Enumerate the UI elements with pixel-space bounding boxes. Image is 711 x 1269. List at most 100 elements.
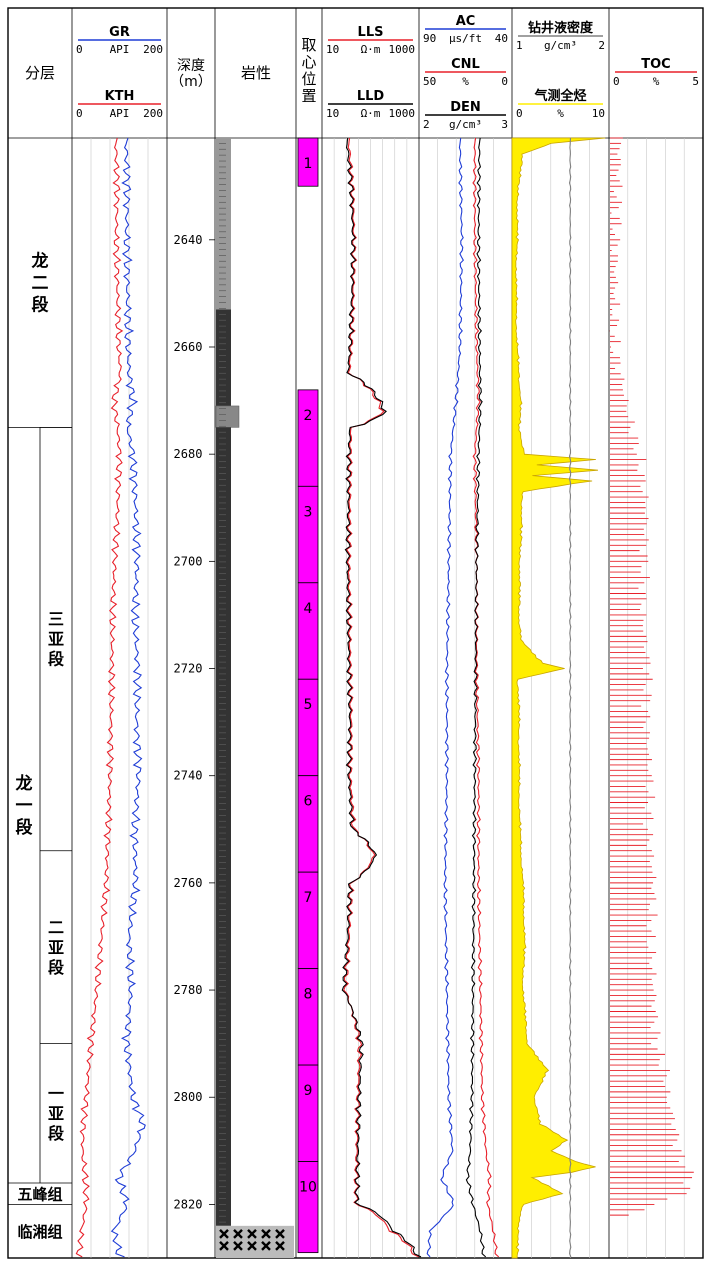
lithology-interval [216, 309, 231, 406]
scale-max: 5 [692, 75, 699, 88]
depth-tick-label: 2800 [174, 1090, 203, 1104]
chart-frame [7, 7, 704, 1259]
depth-tick-label: 2660 [174, 340, 203, 354]
core-run-label: 1 [304, 156, 313, 172]
scale-max: 3 [501, 118, 508, 131]
core-run-9 [297, 1064, 319, 1162]
formation-label: 五峰组 [17, 1186, 62, 1204]
core-run-4 [297, 582, 319, 680]
limestone-symbol [247, 1241, 257, 1251]
depth-header: 深度（m） [170, 58, 212, 90]
curve-title-气测全烃: 气测全烃 [534, 88, 586, 104]
curve-title-CNL: CNL [451, 57, 480, 72]
scale-unit: % [462, 75, 469, 88]
core-run-label: 9 [304, 1083, 313, 1099]
scale-unit: % [653, 75, 660, 88]
scale-unit: % [557, 107, 564, 120]
siltstone-patch [215, 405, 240, 428]
core-run-5 [297, 678, 319, 777]
lls-curve [343, 137, 420, 1258]
depth-tick-label: 2740 [174, 769, 203, 783]
formation-label: 龙一段 [15, 773, 33, 838]
limestone-symbol [233, 1229, 243, 1239]
scale-max: 2 [598, 39, 605, 52]
scale-max: 200 [143, 43, 163, 56]
scale-min: 10 [326, 107, 339, 120]
scale-min: 1 [516, 39, 523, 52]
scale-unit: g/cm³ [544, 39, 577, 52]
depth-tick-label: 2640 [174, 233, 203, 247]
depth-header-line: （m） [170, 74, 212, 90]
lld-curve [341, 137, 422, 1258]
core-run-label: 6 [304, 794, 313, 810]
core-run-3 [297, 485, 319, 584]
mud-density-curve [568, 137, 572, 1258]
core-header-char: 取 [301, 36, 316, 54]
scale-min: 90 [423, 32, 436, 45]
scale-min: 50 [423, 75, 436, 88]
formation-label: 龙二段 [31, 251, 49, 316]
core-run-6 [297, 775, 319, 873]
limestone-symbol [219, 1241, 229, 1251]
core-run-label: 3 [304, 504, 313, 520]
scale-min: 0 [76, 107, 83, 120]
curve-title-KTH: KTH [105, 89, 135, 104]
core-run-2 [297, 389, 319, 487]
core-run-10 [297, 1161, 319, 1254]
core-run-label: 8 [304, 987, 313, 1003]
scale-unit: API [110, 43, 130, 56]
depth-tick-label: 2700 [174, 554, 203, 568]
scale-max: 40 [495, 32, 508, 45]
limestone-symbol [275, 1241, 285, 1251]
core-run-7 [297, 871, 319, 970]
ac-curve [426, 137, 464, 1258]
depth-tick-label: 2720 [174, 662, 203, 676]
core-run-label: 2 [304, 408, 313, 424]
scale-max: 1000 [389, 107, 416, 120]
core-header-char: 心 [301, 53, 316, 71]
lithology-interval [216, 427, 231, 1226]
cnl-curve [472, 137, 500, 1258]
scale-min: 0 [516, 107, 523, 120]
kth-curve [75, 137, 124, 1258]
curve-title-LLS: LLS [358, 25, 384, 40]
core-run-label: 7 [304, 890, 313, 906]
scale-min: 10 [326, 43, 339, 56]
core-header-char: 置 [301, 87, 316, 105]
scale-max: 0 [501, 75, 508, 88]
curve-title-TOC: TOC [641, 57, 670, 72]
limestone-symbol [261, 1229, 271, 1239]
strata-header: 分层 [25, 64, 55, 82]
depth-tick-label: 2780 [174, 983, 203, 997]
curve-title-DEN: DEN [450, 100, 481, 115]
sub-member-label: 二亚段 [48, 918, 65, 977]
limestone-symbol [275, 1229, 285, 1239]
gr-curve [110, 137, 146, 1258]
scale-max: 200 [143, 107, 163, 120]
limestone-symbol [247, 1229, 257, 1239]
lithology-interval [216, 138, 231, 310]
limestone-symbol [261, 1241, 271, 1251]
core-run-label: 5 [304, 697, 313, 713]
depth-header-line: 深度 [177, 58, 205, 74]
core-header-char: 位 [301, 70, 316, 88]
formation-label: 临湘组 [17, 1223, 62, 1241]
scale-min: 0 [613, 75, 620, 88]
curve-title-LLD: LLD [357, 89, 385, 104]
core-run-1 [297, 137, 319, 187]
scale-unit: g/cm³ [449, 118, 482, 131]
scale-max: 1000 [389, 43, 416, 56]
scale-min: 0 [76, 43, 83, 56]
sub-member-label: 三亚段 [48, 610, 65, 669]
scale-unit: API [110, 107, 130, 120]
core-run-8 [297, 968, 319, 1066]
scale-min: 2 [423, 118, 430, 131]
scale-unit: Ω·m [361, 43, 381, 56]
total-gas-area [511, 137, 606, 1259]
core-run-label: 4 [304, 601, 313, 617]
scale-unit: Ω·m [361, 107, 381, 120]
limestone-symbol [233, 1241, 243, 1251]
scale-unit: μs/ft [449, 32, 482, 45]
